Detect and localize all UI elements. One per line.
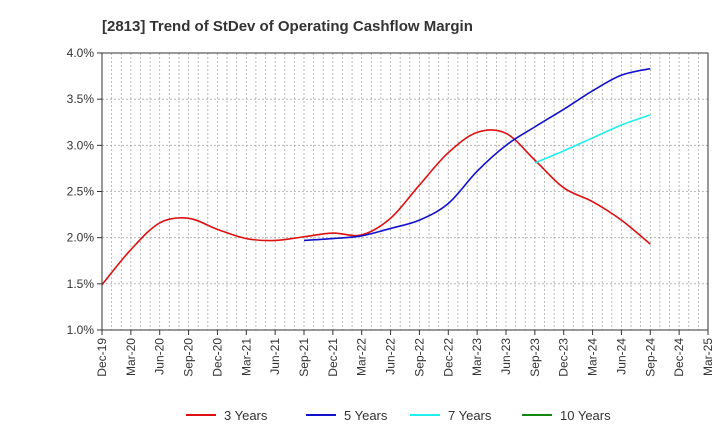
y-tick-label: 2.5% [67, 185, 95, 199]
y-tick-label: 2.0% [67, 231, 95, 245]
x-tick-label: Mar-20 [124, 338, 138, 376]
legend: 3 Years 5 Years 7 Years 10 Years [186, 408, 611, 423]
x-tick-label: Mar-24 [586, 338, 600, 376]
y-tick-label: 3.5% [67, 92, 95, 106]
y-tick-label: 1.5% [67, 277, 95, 291]
x-tick-label: Dec-22 [441, 338, 455, 377]
y-tick-label: 4.0% [67, 46, 95, 60]
legend-label-5-years: 5 Years [344, 408, 388, 423]
x-tick-label: Sep-23 [528, 338, 542, 377]
plot-area [102, 53, 708, 330]
chart-title: [2813] Trend of StDev of Operating Cashf… [102, 18, 473, 35]
x-tick-label: Sep-22 [412, 338, 426, 377]
series-line-5-years [303, 67, 651, 242]
x-tick-label: Dec-20 [210, 338, 224, 377]
x-tick-label: Jun-24 [614, 338, 628, 375]
axes: 1.0% 1.5% 2.0% 2.5% 3.0% 3.5% 4.0% Dec-19 Mar-20… [67, 46, 715, 377]
x-tick-label: Sep-24 [643, 338, 657, 377]
x-tick-label: Mar-21 [239, 338, 253, 376]
x-tick-label: Dec-19 [95, 338, 109, 377]
x-tick-label: Jun-21 [268, 338, 282, 375]
series-layer [101, 67, 651, 286]
x-tick-label: Mar-25 [701, 338, 715, 376]
x-tick-label: Jun-22 [384, 338, 398, 375]
y-tick-label: 3.0% [67, 138, 95, 152]
x-tick-label: Sep-21 [297, 338, 311, 377]
x-tick-label: Mar-23 [470, 338, 484, 376]
x-tick-label: Sep-20 [182, 338, 196, 377]
x-tick-label: Dec-21 [326, 338, 340, 377]
y-tick-label: 1.0% [67, 323, 95, 337]
plot-background [102, 53, 708, 330]
x-tick-label: Dec-23 [557, 338, 571, 377]
legend-label-10-years: 10 Years [560, 408, 611, 423]
x-tick-label: Jun-20 [153, 338, 167, 375]
legend-label-3-years: 3 Years [224, 408, 268, 423]
series-line-3-years [101, 129, 651, 286]
x-tick-label: Mar-22 [355, 338, 369, 376]
legend-label-7-years: 7 Years [448, 408, 492, 423]
series-line-7-years [534, 114, 651, 164]
x-tick-label: Jun-23 [499, 338, 513, 375]
x-tick-label: Dec-24 [672, 338, 686, 377]
